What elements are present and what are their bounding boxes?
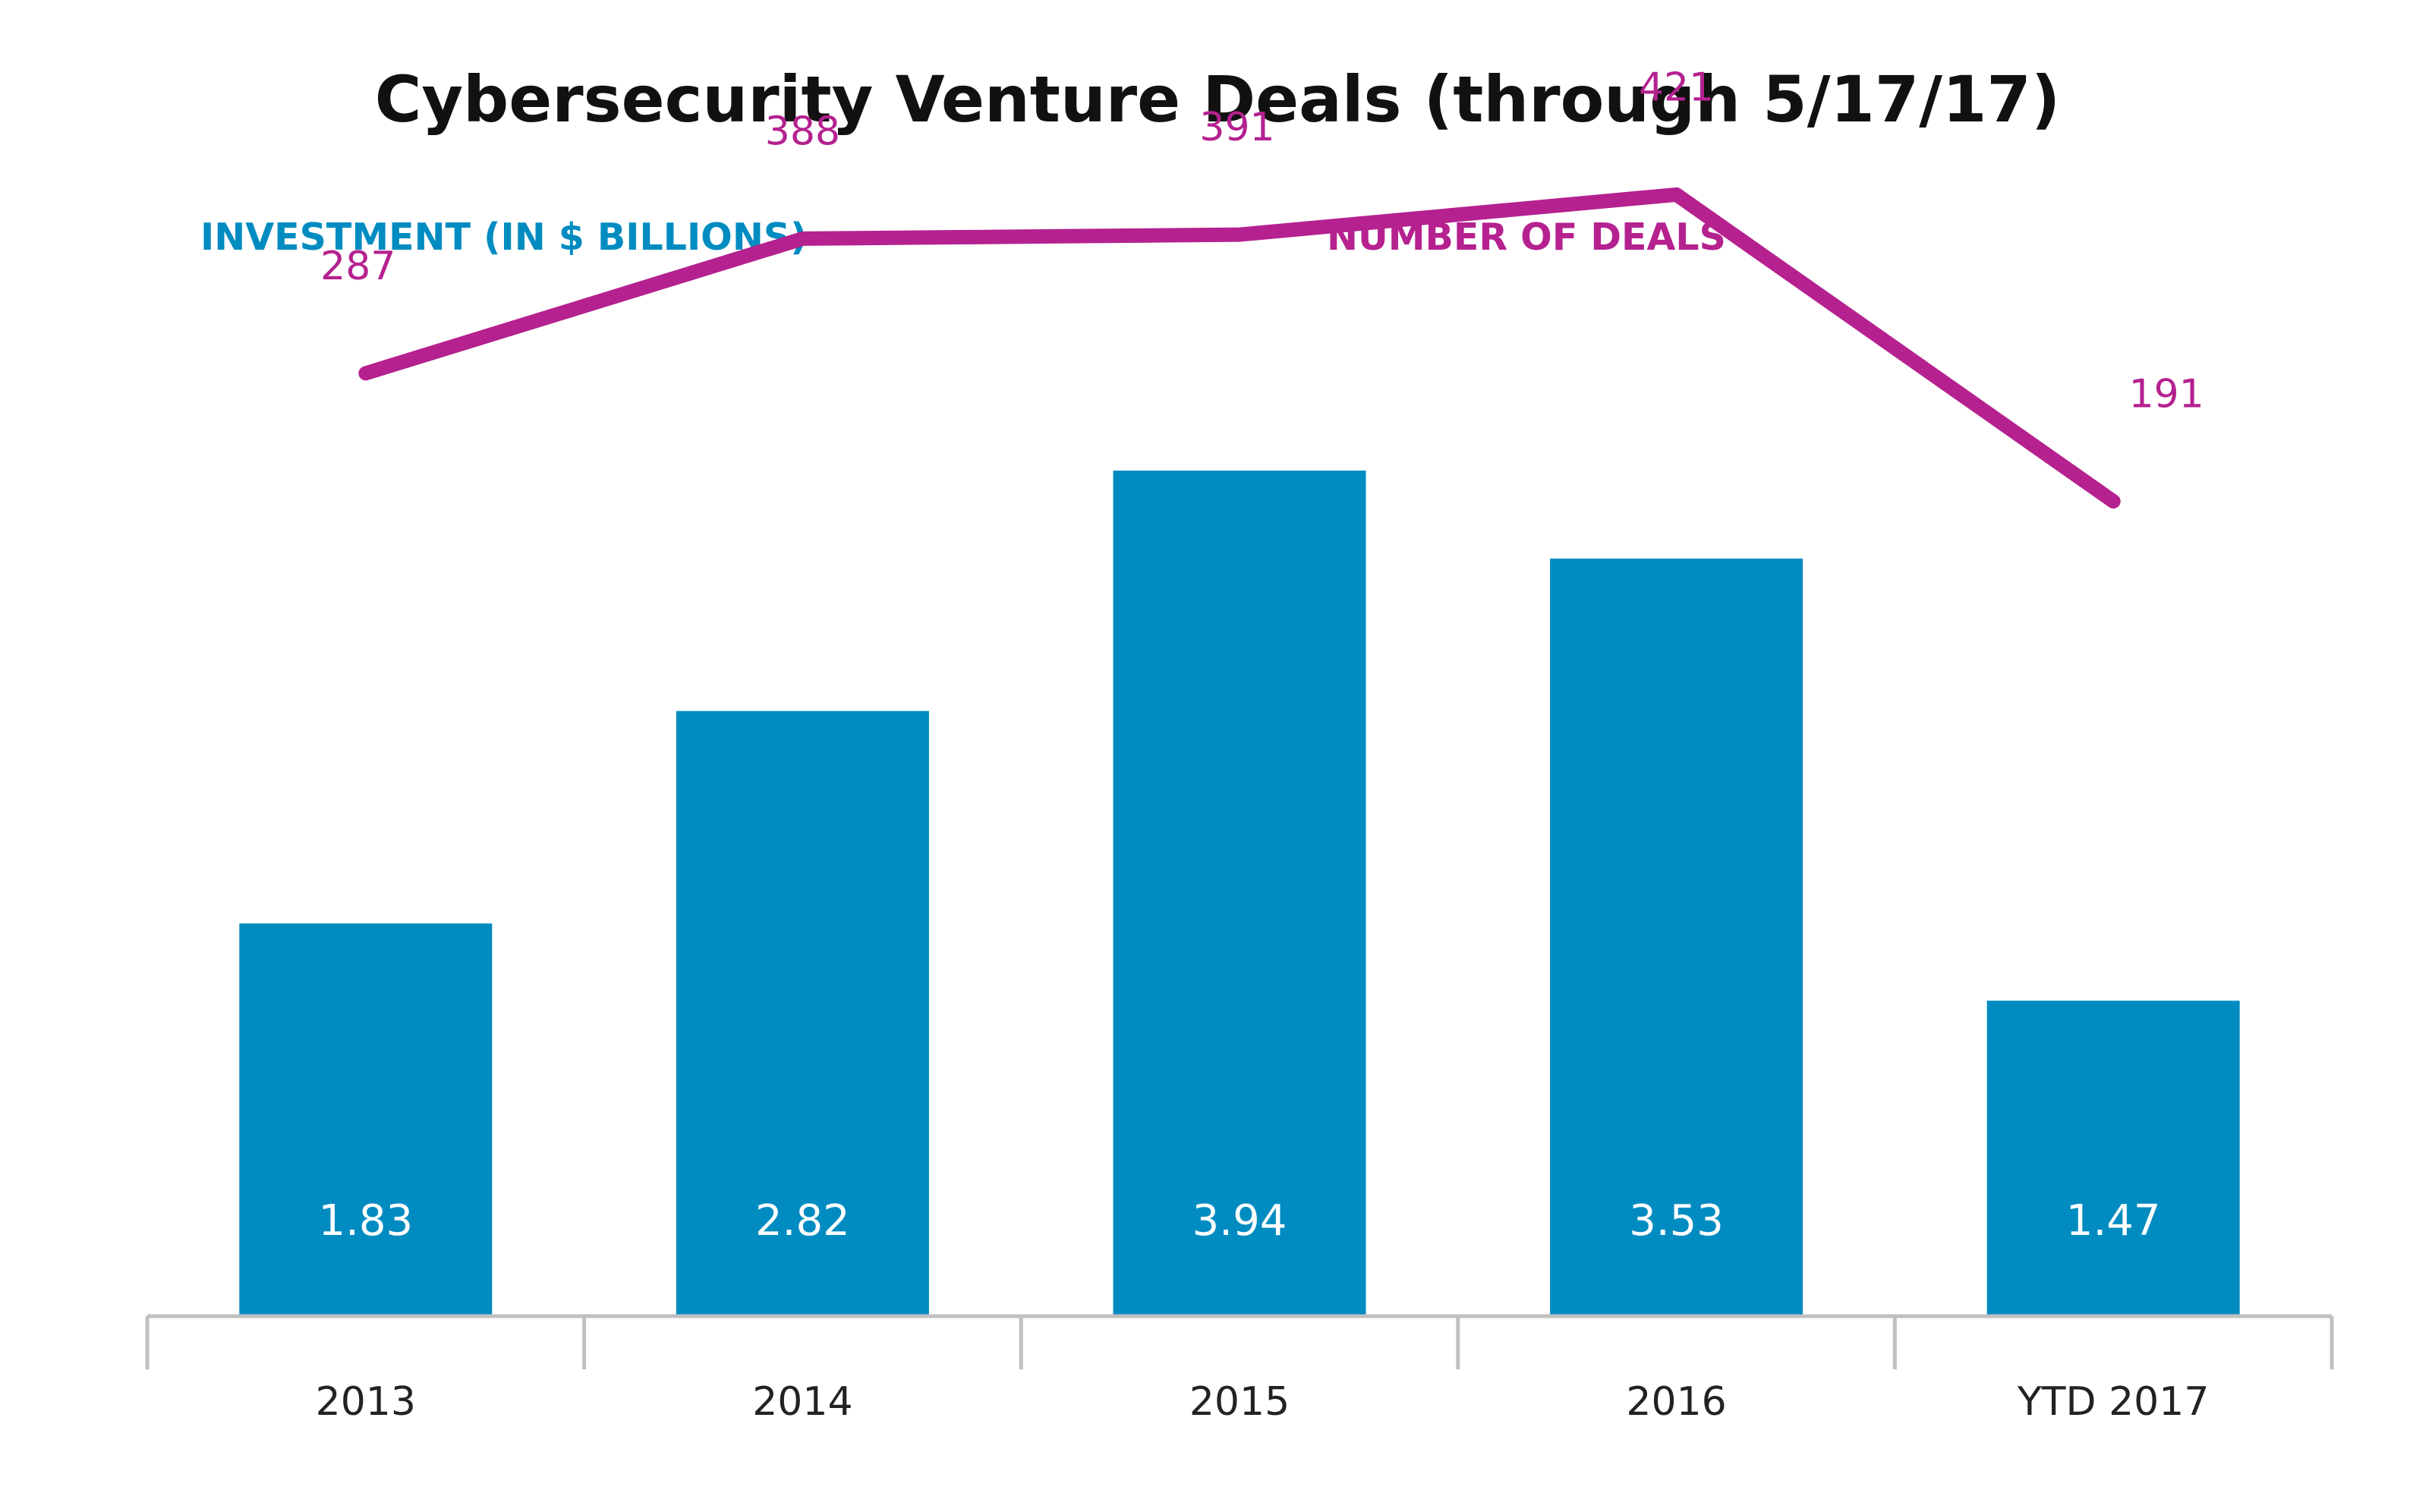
deals-point-2016 (1676, 194, 1677, 195)
x-tick-label: 2015 (1189, 1379, 1290, 1425)
x-tick-label: 2016 (1626, 1379, 1726, 1425)
deals-value-label: 421 (1639, 65, 1714, 110)
bars-layer (239, 471, 2240, 1316)
deals-line (358, 187, 2121, 509)
deals-value-label: 287 (320, 244, 395, 289)
bar-value-label: 1.47 (2066, 1196, 2161, 1246)
deals-value-label: 391 (1199, 105, 1274, 150)
deals-point-2013 (365, 373, 367, 374)
deals-point-2014 (802, 238, 803, 239)
deals-point-ytd-2017 (2112, 501, 2114, 502)
bar-value-label: 1.83 (318, 1196, 413, 1246)
x-tick-label: 2014 (752, 1379, 852, 1425)
bar-value-label: 2.82 (755, 1196, 850, 1246)
bar-value-label: 3.94 (1192, 1196, 1287, 1246)
bar-ytd-2017 (1986, 1000, 2240, 1316)
bar-2016 (1550, 558, 1803, 1316)
deals-point-2015 (1239, 234, 1240, 235)
chart-title: Cybersecurity Venture Deals (through 5/1… (375, 62, 2061, 137)
line-layer (358, 187, 2121, 509)
bar-value-label: 3.53 (1629, 1196, 1724, 1246)
bar-2013 (239, 923, 493, 1316)
deals-value-label: 191 (2129, 372, 2204, 417)
legend-investment: INVESTMENT (IN $ BILLIONS) (200, 216, 808, 259)
bar-2015 (1113, 471, 1366, 1316)
deals-value-label: 388 (765, 109, 840, 154)
x-tick-label: 2013 (316, 1379, 416, 1425)
bar-2014 (676, 710, 929, 1316)
x-axis (145, 1314, 2334, 1369)
labels-layer: 2013 2014 2015 2016 YTD 2017 1.83 2.82 3.94 3.53… (316, 65, 2210, 1425)
x-tick-label: YTD 2017 (2017, 1379, 2209, 1425)
